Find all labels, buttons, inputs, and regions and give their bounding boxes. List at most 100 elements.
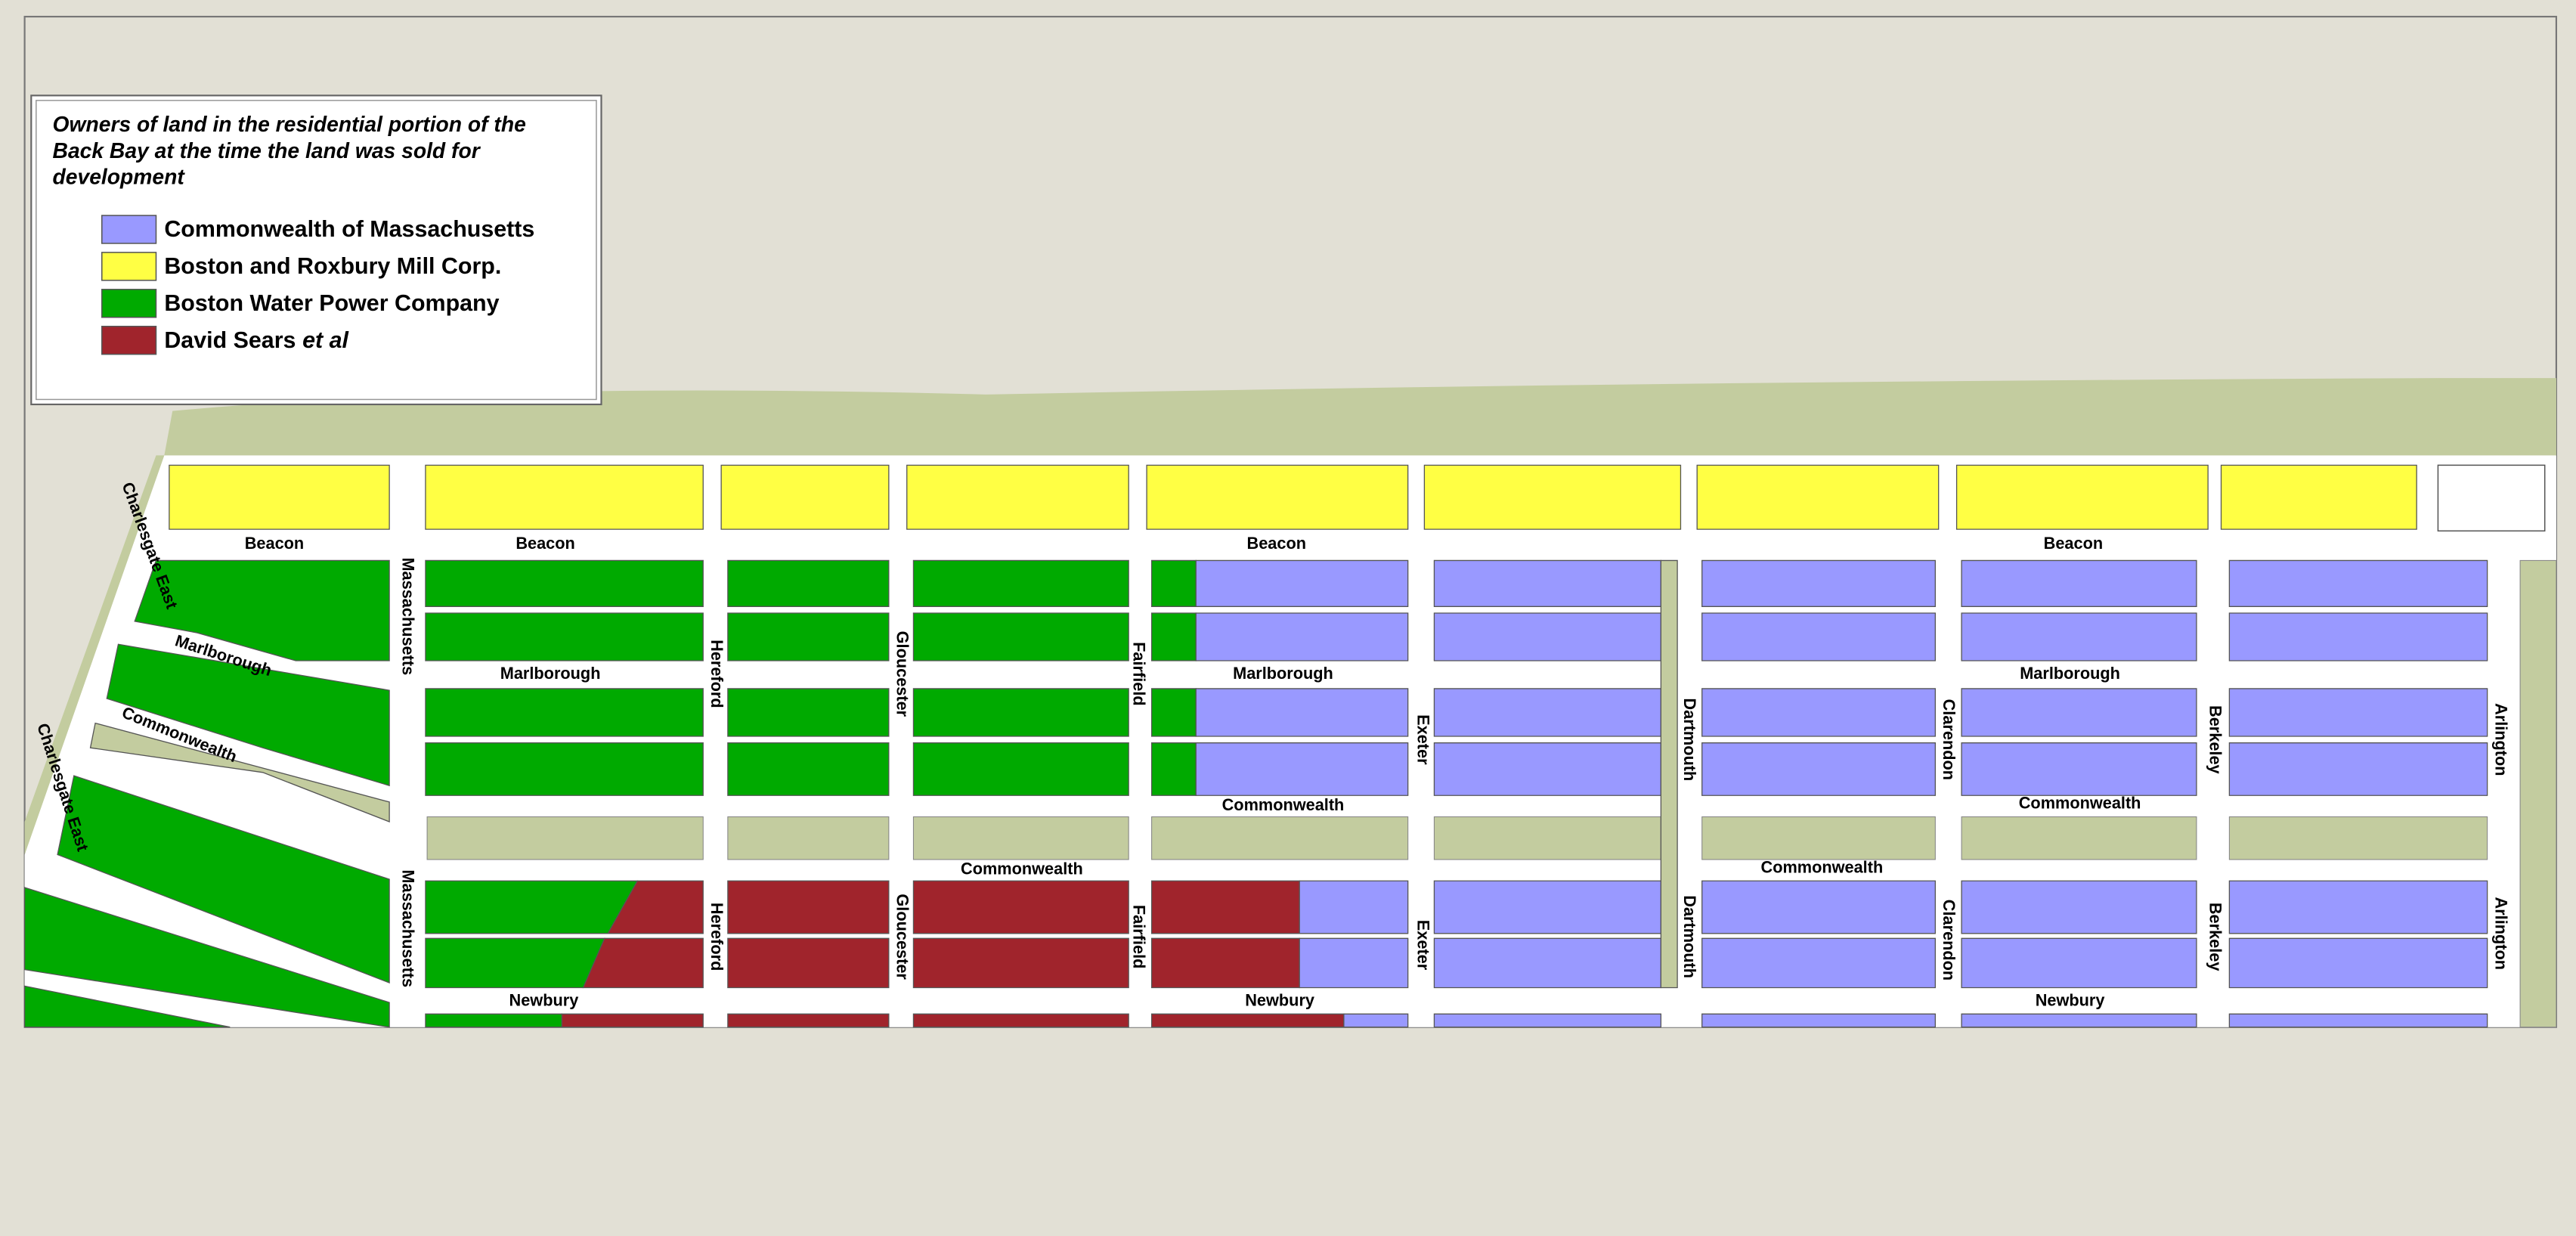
land-block — [1150, 937, 1300, 989]
land-block — [1701, 742, 1936, 796]
street-label: Commonwealth — [1761, 857, 1884, 876]
land-block — [1961, 559, 2197, 607]
land-block — [1961, 880, 2197, 934]
street-label: Beacon — [245, 534, 304, 553]
street-label: Dartmouth — [1680, 895, 1699, 978]
legend-label: Commonwealth of Massachusetts — [164, 216, 534, 242]
land-block — [1701, 612, 1936, 661]
land-block — [2220, 464, 2417, 530]
land-block — [1195, 688, 1409, 737]
land-block — [1299, 937, 1409, 989]
legend-swatch — [101, 215, 157, 244]
land-block — [1150, 559, 1197, 607]
legend-title: Owners of land in the residential portio… — [53, 112, 526, 136]
land-block — [727, 880, 890, 934]
street-label: Marlborough — [1233, 664, 1333, 683]
land-block — [727, 559, 890, 607]
legend-items: Commonwealth of Massachusetts Boston and … — [101, 215, 534, 355]
fens-strip — [24, 455, 165, 855]
street-label: Commonwealth — [2019, 794, 2141, 813]
land-block — [425, 464, 704, 530]
land-block — [727, 937, 890, 989]
street-label: Marlborough — [500, 664, 601, 683]
street-label: Marlborough — [2020, 664, 2120, 683]
land-block — [1701, 937, 1936, 989]
mall-park — [1433, 816, 1661, 860]
blocks — [23, 464, 2488, 1028]
street-label: Massachusetts — [399, 557, 418, 675]
land-block — [1423, 464, 1682, 530]
land-block — [582, 937, 704, 989]
land-block — [1961, 612, 2197, 661]
mall-park — [1961, 816, 2197, 860]
land-block — [2228, 1013, 2488, 1028]
legend-title: development — [53, 165, 186, 189]
land-block — [1433, 1013, 1662, 1028]
land-block — [912, 688, 1129, 737]
legend-label: David Sears et al — [164, 327, 348, 353]
land-block — [23, 985, 231, 1028]
land-block — [912, 937, 1129, 989]
land-block — [1961, 1013, 2197, 1028]
land-block — [727, 688, 890, 737]
land-block — [106, 643, 390, 787]
land-block — [425, 559, 704, 607]
land-block — [2228, 688, 2488, 737]
street-label: Massachusetts — [399, 869, 418, 987]
land-block — [1660, 559, 1678, 989]
land-block — [912, 612, 1129, 661]
land-block — [1433, 559, 1662, 607]
land-block — [1433, 880, 1662, 934]
mall-park — [912, 816, 1129, 860]
street-label: Fairfield — [1130, 642, 1149, 705]
land-block — [1433, 688, 1662, 737]
street-label: Gloucester — [893, 631, 912, 717]
land-block — [1343, 1013, 1409, 1028]
land-block — [1433, 742, 1662, 796]
street-label: Dartmouth — [1680, 698, 1699, 781]
land-block — [1195, 559, 1409, 607]
land-block — [2228, 612, 2488, 661]
legend-label-italic: et al — [302, 327, 348, 353]
land-block — [1701, 688, 1936, 737]
street-label: Commonwealth — [961, 860, 1083, 878]
land-block — [1955, 464, 2209, 530]
street-label: Hereford — [707, 903, 726, 971]
street-label: Commonwealth — [1222, 795, 1345, 814]
street-label: Beacon — [1247, 534, 1306, 553]
street-label: Newbury — [1245, 990, 1314, 1009]
street-label: Exeter — [1414, 920, 1433, 971]
land-block — [727, 1013, 890, 1028]
land-block — [1701, 1013, 1936, 1028]
land-block — [1433, 937, 1662, 989]
street-label: Exeter — [1414, 714, 1433, 765]
land-block — [23, 887, 390, 1028]
legend-label-text: David Sears — [164, 327, 296, 353]
land-block — [2228, 559, 2488, 607]
street-label: Newbury — [2036, 990, 2105, 1009]
street-label: Arlington — [2492, 897, 2511, 971]
street-label: Beacon — [516, 534, 574, 553]
mall-park — [1151, 816, 1409, 860]
legend-label-text: Boston and Roxbury Mill Corp. — [164, 253, 501, 279]
land-block — [912, 1013, 1129, 1028]
street-label: Arlington — [2492, 703, 2511, 776]
legend-label-text: Commonwealth of Massachusetts — [164, 216, 534, 242]
street-label: Clarendon — [1940, 900, 1958, 980]
land-block — [1150, 1013, 1345, 1028]
land-block — [1701, 880, 1936, 934]
land-block — [134, 559, 390, 661]
land-block — [1150, 612, 1197, 661]
legend-swatch — [101, 289, 157, 318]
empty-lot — [2437, 464, 2546, 532]
land-block — [1195, 612, 1409, 661]
land-block — [1150, 880, 1300, 934]
mall-park — [2228, 816, 2488, 860]
land-block — [727, 612, 890, 661]
land-block — [57, 775, 390, 984]
land-block — [607, 880, 704, 934]
land-block — [1150, 742, 1197, 796]
legend-title: Back Bay at the time the land was sold f… — [53, 138, 481, 163]
